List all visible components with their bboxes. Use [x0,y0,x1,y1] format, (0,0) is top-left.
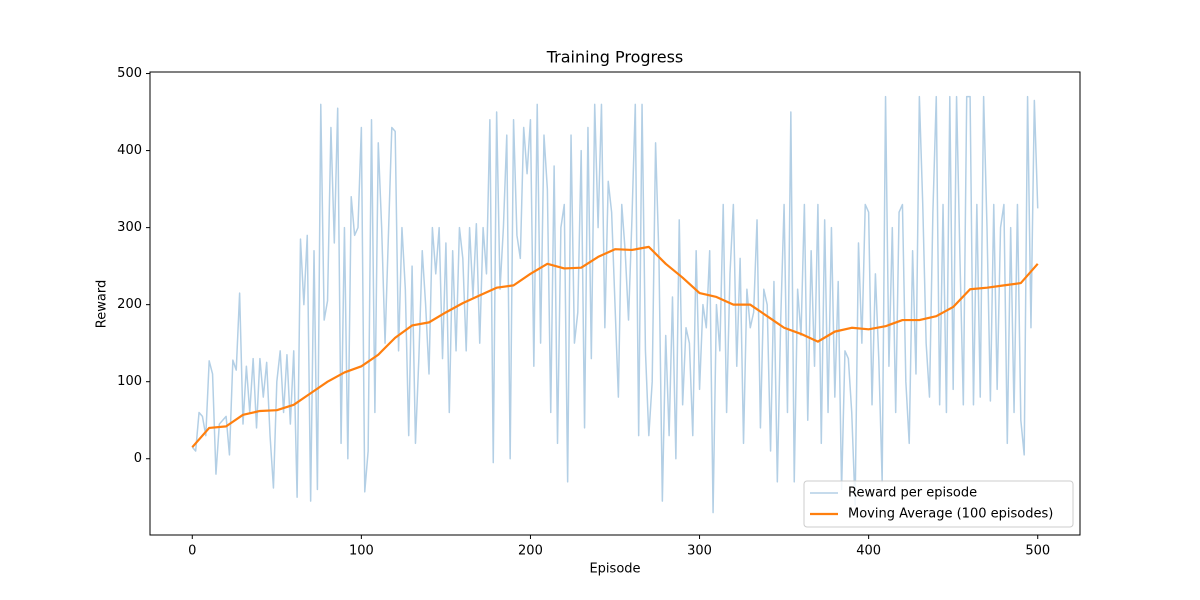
plot-frame [149,71,1081,536]
y-tick-label: 500 [117,66,142,81]
y-tick-label: 0 [134,451,142,466]
chart-title: Training Progress [546,48,684,67]
y-tick-label: 200 [117,297,142,312]
y-tick-label: 400 [117,143,142,158]
x-tick-label: 200 [518,544,543,559]
legend-label: Reward per episode [848,486,977,501]
y-axis-label: Reward [95,280,110,328]
x-tick-label: 0 [188,544,196,559]
x-tick-label: 100 [349,544,374,559]
legend-box [803,480,1074,528]
legend-label: Moving Average (100 episodes) [848,507,1053,522]
series-line [191,245,1039,448]
x-axis-label: Episode [589,562,640,577]
x-tick-label: 500 [1025,544,1050,559]
series-line [191,95,1039,514]
x-tick-label: 300 [687,544,712,559]
x-tick-label: 400 [856,544,881,559]
y-tick-label: 300 [117,220,142,235]
y-tick-label: 100 [117,374,142,389]
